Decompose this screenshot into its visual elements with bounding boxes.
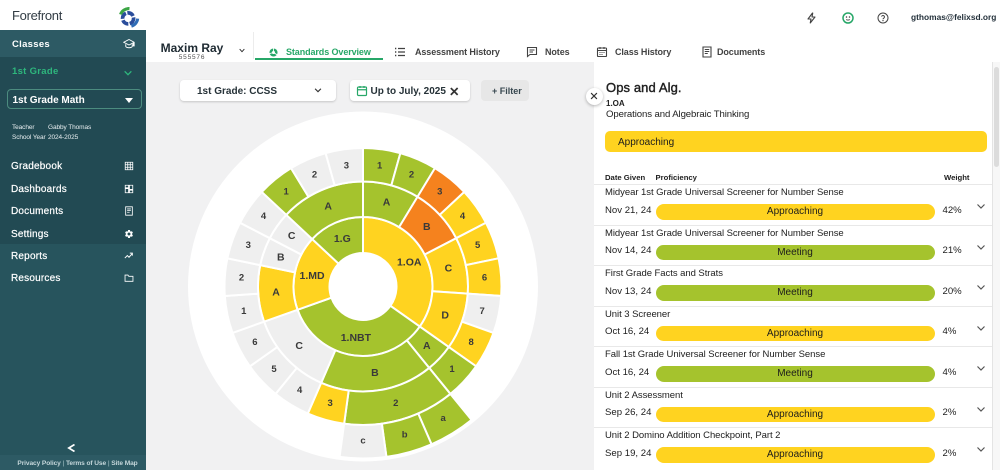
svg-text:3: 3 <box>328 398 333 409</box>
svg-text:2: 2 <box>393 398 398 409</box>
svg-text:a: a <box>440 413 446 424</box>
svg-text:6: 6 <box>482 273 487 284</box>
svg-text:1.OA: 1.OA <box>397 257 422 269</box>
svg-text:1: 1 <box>241 306 247 317</box>
svg-text:2: 2 <box>312 169 317 180</box>
svg-text:b: b <box>402 430 408 441</box>
svg-text:3: 3 <box>437 187 442 198</box>
svg-text:3: 3 <box>344 160 349 171</box>
svg-text:C: C <box>288 230 296 242</box>
svg-text:1: 1 <box>284 187 290 198</box>
svg-text:D: D <box>441 310 449 322</box>
svg-text:5: 5 <box>271 364 277 375</box>
svg-text:1.G: 1.G <box>334 233 351 245</box>
svg-text:7: 7 <box>480 306 485 317</box>
svg-text:A: A <box>272 287 280 299</box>
svg-text:4: 4 <box>460 211 466 222</box>
svg-text:A: A <box>383 197 391 209</box>
svg-text:8: 8 <box>468 337 473 348</box>
svg-text:4: 4 <box>297 385 303 396</box>
svg-text:c: c <box>360 435 365 446</box>
svg-text:1: 1 <box>377 160 383 171</box>
svg-text:5: 5 <box>475 240 481 251</box>
svg-text:2: 2 <box>409 169 414 180</box>
svg-text:B: B <box>371 367 379 379</box>
svg-text:6: 6 <box>252 337 257 348</box>
svg-text:1.MD: 1.MD <box>300 270 326 282</box>
svg-text:C: C <box>295 340 303 352</box>
svg-text:B: B <box>423 221 431 233</box>
svg-text:1.NBT: 1.NBT <box>341 332 372 344</box>
svg-text:A: A <box>423 340 431 352</box>
svg-text:4: 4 <box>261 211 267 222</box>
svg-text:3: 3 <box>246 240 251 251</box>
svg-text:1: 1 <box>449 364 455 375</box>
svg-text:A: A <box>324 201 332 213</box>
svg-text:B: B <box>277 251 285 263</box>
svg-text:C: C <box>445 263 453 275</box>
svg-text:2: 2 <box>239 273 244 284</box>
